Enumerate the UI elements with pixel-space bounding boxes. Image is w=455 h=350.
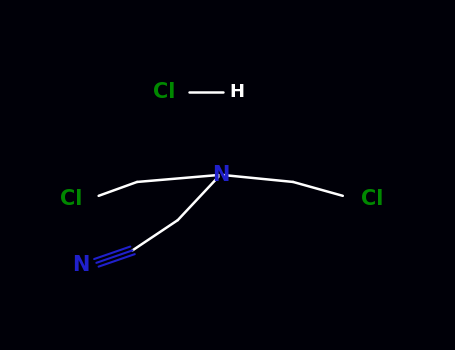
Text: N: N (72, 255, 89, 275)
Text: Cl: Cl (361, 189, 384, 209)
Text: H: H (229, 83, 244, 101)
Text: Cl: Cl (61, 189, 83, 209)
Text: Cl: Cl (153, 82, 175, 102)
Text: N: N (212, 165, 229, 185)
